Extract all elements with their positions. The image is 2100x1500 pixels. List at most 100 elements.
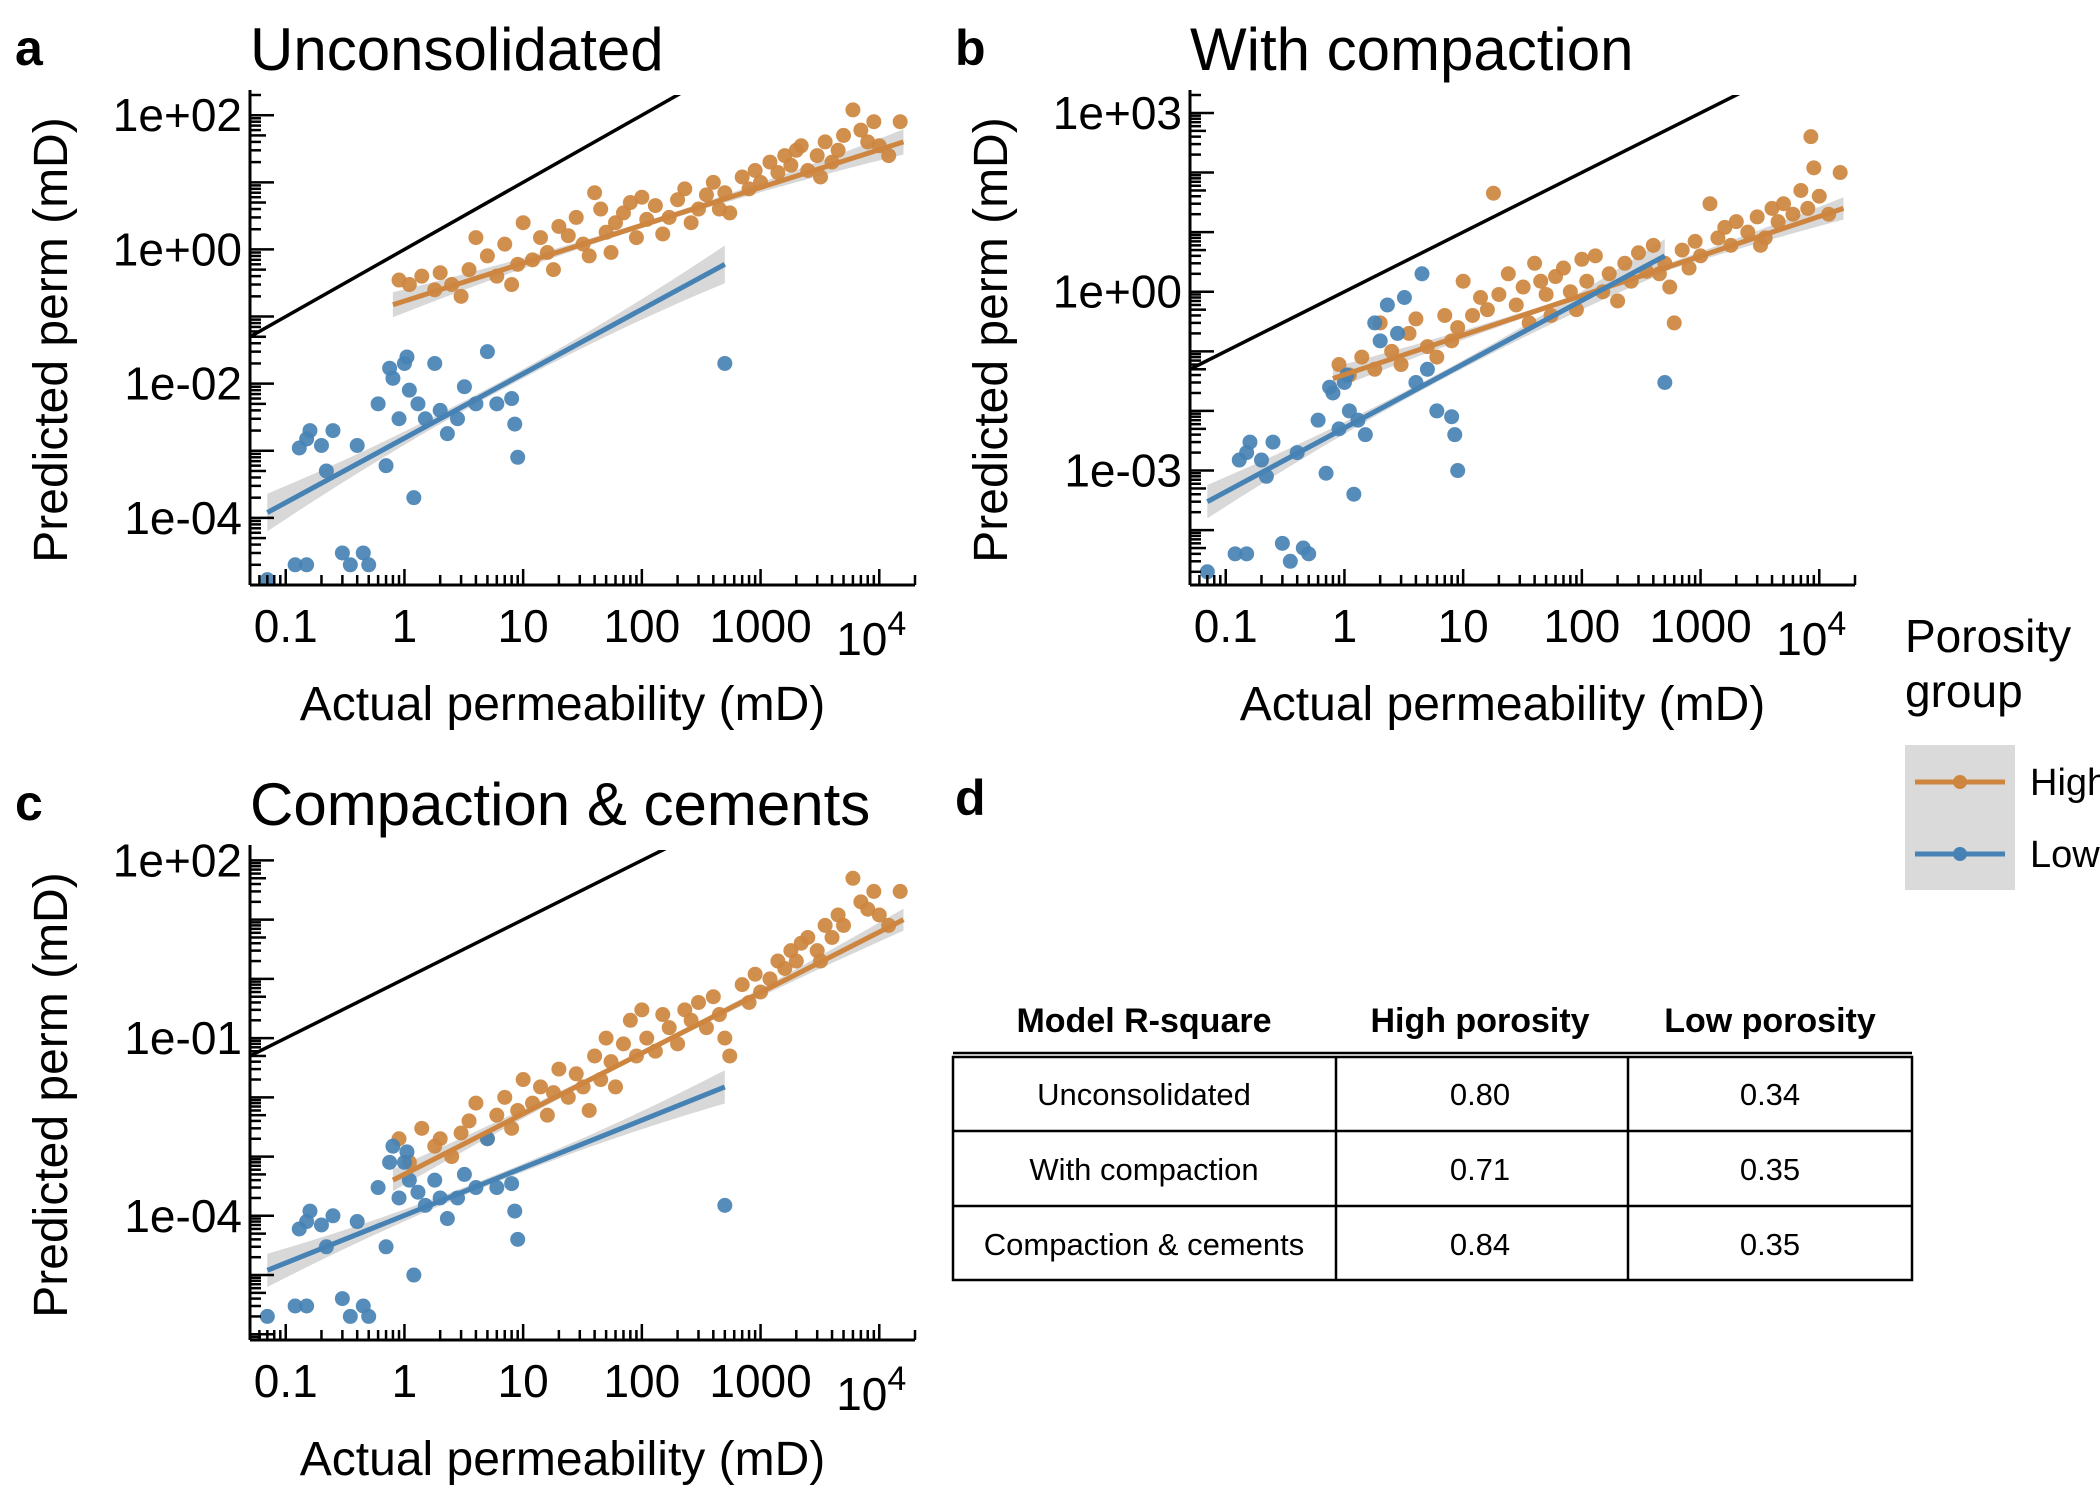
data-point	[1785, 206, 1801, 222]
x-tick-label: 104	[836, 1360, 906, 1420]
data-point	[1242, 434, 1258, 450]
data-point	[871, 907, 887, 923]
data-point	[1601, 266, 1617, 282]
data-point	[568, 209, 584, 225]
data-point	[1301, 546, 1317, 562]
x-tick-label: 100	[603, 600, 680, 652]
data-point	[734, 169, 750, 185]
data-point	[1500, 266, 1516, 282]
data-point	[1662, 279, 1678, 295]
table-cell: With compaction	[1029, 1152, 1258, 1187]
table-header-high: High porosity	[1370, 1002, 1589, 1040]
x-tick-label: 0.1	[254, 1355, 318, 1407]
x-tick-label: 1000	[709, 600, 811, 652]
data-point	[1265, 434, 1281, 450]
data-point	[497, 236, 513, 252]
data-point	[401, 277, 417, 293]
data-point	[639, 1030, 655, 1046]
data-point	[489, 1107, 505, 1123]
fit-line-high	[1332, 206, 1845, 381]
plot-area	[250, 850, 908, 1324]
series-low	[259, 344, 733, 585]
data-point	[299, 557, 315, 573]
y-tick-label: 1e+02	[113, 834, 242, 886]
data-point	[762, 971, 778, 987]
legend-label: Low	[2030, 834, 2100, 876]
data-point	[1322, 379, 1338, 395]
data-point	[385, 1138, 401, 1154]
data-point	[762, 154, 778, 170]
data-point	[479, 344, 495, 360]
data-point	[456, 1166, 472, 1182]
data-point	[1401, 325, 1417, 341]
y-tick-label: 1e-04	[124, 1190, 242, 1242]
x-tick-label: 10	[498, 600, 549, 652]
data-point	[581, 1102, 597, 1118]
data-point	[661, 1020, 677, 1036]
data-point	[545, 262, 561, 278]
data-point	[1538, 286, 1554, 302]
data-point	[608, 1079, 624, 1095]
data-point	[504, 277, 520, 293]
data-point	[717, 355, 733, 371]
data-point	[370, 1180, 386, 1196]
data-point	[1318, 465, 1334, 481]
data-point	[598, 1030, 614, 1046]
data-point	[677, 181, 693, 197]
data-point	[817, 134, 833, 150]
x-tick-label: 1000	[1649, 600, 1751, 652]
data-point	[1455, 273, 1471, 289]
data-point	[355, 545, 371, 561]
data-point	[439, 1211, 455, 1227]
data-point	[414, 1120, 430, 1136]
data-point	[461, 262, 477, 278]
data-point	[427, 1172, 443, 1188]
data-point	[1450, 463, 1466, 479]
data-point	[622, 195, 638, 211]
fit-line-low	[266, 1084, 726, 1273]
data-point	[581, 248, 597, 264]
table-header-model: Model R-square	[1016, 1002, 1271, 1040]
data-point	[551, 1061, 567, 1077]
data-point	[587, 185, 603, 201]
data-point	[1515, 279, 1531, 295]
data-point	[1806, 160, 1822, 176]
data-point	[349, 1214, 365, 1230]
series-high	[391, 102, 908, 304]
legend-title-line-1: Porosity	[1905, 610, 2071, 662]
data-point	[1717, 219, 1733, 235]
data-point	[468, 1095, 484, 1111]
data-point	[670, 1036, 686, 1052]
data-point	[551, 218, 567, 234]
data-point	[410, 396, 426, 412]
data-point	[299, 1298, 315, 1314]
data-point	[1408, 311, 1424, 327]
series-high	[1331, 129, 1848, 383]
data-point	[325, 423, 341, 439]
y-tick-label: 1e+00	[1053, 266, 1182, 318]
identity-line	[250, 850, 667, 1058]
data-point	[489, 1180, 505, 1196]
x-tick-label: 1	[1332, 600, 1358, 652]
data-point	[747, 966, 763, 982]
data-point	[793, 935, 809, 951]
data-point	[836, 127, 852, 143]
data-point	[1379, 297, 1395, 313]
data-point	[1740, 224, 1756, 240]
data-point	[1414, 266, 1430, 282]
x-tick-label-base: 10	[836, 613, 887, 665]
data-point	[515, 215, 531, 231]
data-point	[1479, 302, 1495, 318]
data-point	[1419, 361, 1435, 377]
table-cell: 0.71	[1450, 1152, 1510, 1187]
data-point	[1674, 242, 1690, 258]
x-tick-label-exponent: 4	[887, 1360, 906, 1398]
data-point	[1472, 290, 1488, 306]
data-point	[1681, 260, 1697, 276]
data-point	[399, 349, 415, 365]
table-cell: Compaction & cements	[984, 1227, 1304, 1262]
y-axis-title: Predicted perm (mD)	[25, 117, 78, 562]
